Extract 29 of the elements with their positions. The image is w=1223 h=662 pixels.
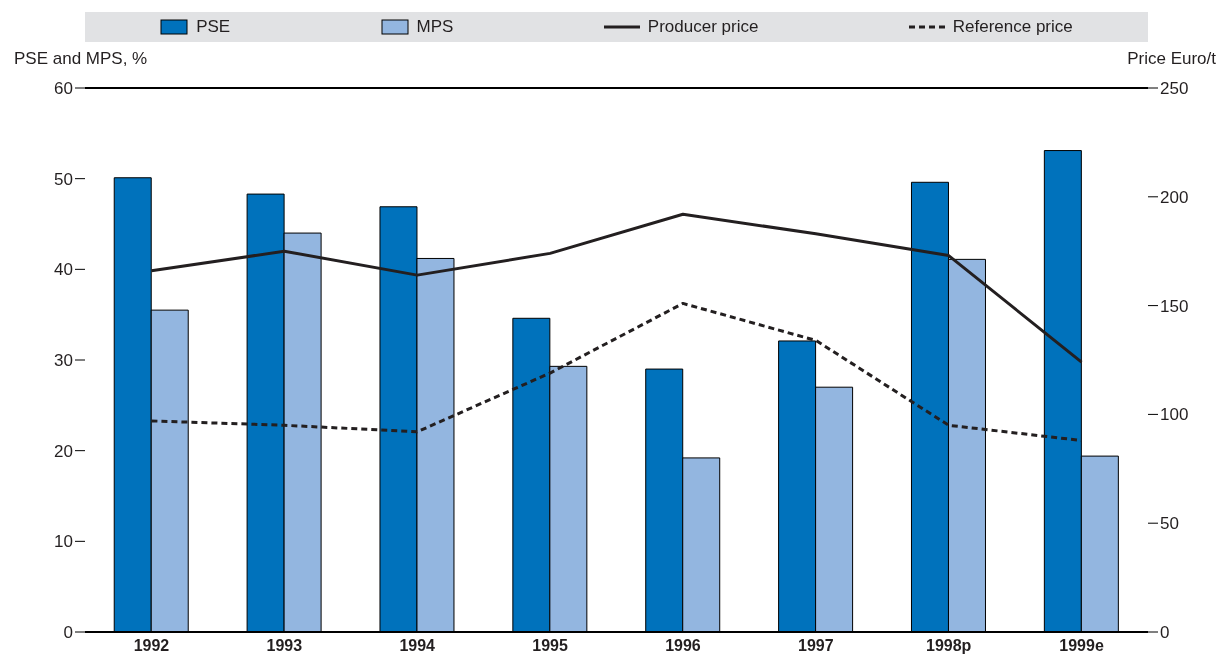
line-series (149, 212, 1084, 364)
y-tick-label: 0 (63, 623, 73, 643)
y-tick-label: 50 (54, 169, 73, 189)
x-tick-label: 1996 (665, 637, 701, 655)
x-tick-label: 1993 (266, 637, 303, 655)
y2-tick-label: 50 (1160, 514, 1179, 534)
y2-tick-label: 250 (1160, 79, 1189, 99)
x-tick-label: 1995 (532, 637, 568, 655)
y2-tick-label: 150 (1160, 296, 1189, 316)
line-series (149, 301, 1084, 443)
y-axis-title: PSE and MPS, % (14, 49, 148, 69)
y-tick-label: 30 (54, 351, 73, 371)
legend-label: Reference price (952, 17, 1073, 37)
legend-label: MPS (416, 17, 454, 37)
legend-label: Producer price (647, 17, 759, 37)
y2-tick-label: 100 (1160, 405, 1189, 425)
y-tick-label: 10 (54, 532, 73, 552)
y2-tick-label: 0 (1160, 623, 1170, 643)
y-tick-label: 60 (54, 79, 73, 99)
x-tick-label: 1999e (1059, 637, 1104, 655)
y2-tick-label: 200 (1160, 187, 1189, 207)
x-tick-label: 1998p (926, 637, 972, 655)
y-tick-label: 20 (54, 441, 73, 461)
x-tick-label: 1992 (133, 637, 170, 655)
y-tick-label: 40 (54, 260, 73, 280)
y2-axis-title: Price Euro/t (1127, 49, 1216, 69)
x-tick-label: 1997 (798, 637, 834, 655)
x-tick-label: 1994 (399, 637, 436, 655)
legend-label: PSE (196, 17, 231, 37)
